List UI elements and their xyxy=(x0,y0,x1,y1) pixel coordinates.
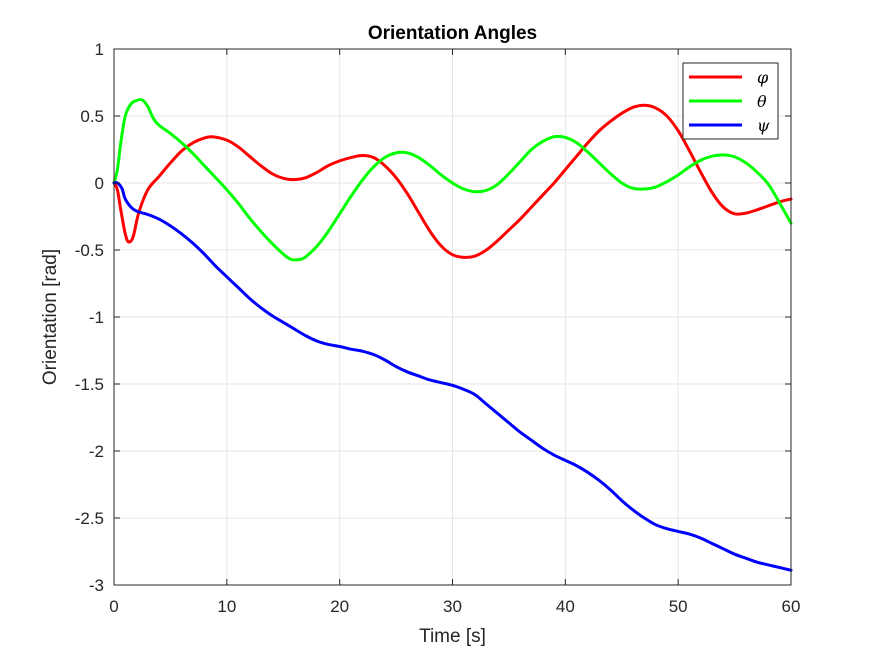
x-tick-labels: 0 10 20 30 40 50 60 xyxy=(109,597,800,616)
x-tick-label: 40 xyxy=(556,597,575,616)
y-tick-label: -0.5 xyxy=(75,241,104,260)
x-tick-label: 30 xyxy=(443,597,462,616)
legend-label-theta: θ xyxy=(757,92,767,111)
x-tick-label: 50 xyxy=(669,597,688,616)
legend: φ θ ψ xyxy=(682,62,779,140)
series-line-psi xyxy=(112,181,793,572)
x-tick-label: 0 xyxy=(109,597,118,616)
x-axis-label: Time [s] xyxy=(419,626,486,647)
chart-title: Orientation Angles xyxy=(368,23,537,44)
y-tick-label: -1 xyxy=(89,308,104,327)
y-tick-label: 0.5 xyxy=(80,107,104,126)
legend-label-phi: φ xyxy=(757,68,769,87)
y-tick-label: -2 xyxy=(89,442,104,461)
y-tick-label: -3 xyxy=(89,576,104,595)
y-axis-label: Orientation [rad] xyxy=(40,249,61,385)
series-line-theta xyxy=(112,98,793,262)
x-tick-label: 60 xyxy=(782,597,801,616)
x-tick-label: 10 xyxy=(217,597,236,616)
tick-marks xyxy=(113,48,792,586)
y-tick-label: -1.5 xyxy=(75,375,104,394)
y-tick-label: -2.5 xyxy=(75,509,104,528)
y-tick-label: 1 xyxy=(95,40,104,59)
series-line-phi xyxy=(112,103,793,259)
y-tick-label: 0 xyxy=(95,174,104,193)
x-tick-label: 20 xyxy=(330,597,349,616)
y-tick-labels: -3 -2.5 -2 -1.5 -1 -0.5 0 0.5 1 xyxy=(75,40,104,595)
series-lines xyxy=(112,98,793,572)
legend-label-psi: ψ xyxy=(757,116,770,135)
